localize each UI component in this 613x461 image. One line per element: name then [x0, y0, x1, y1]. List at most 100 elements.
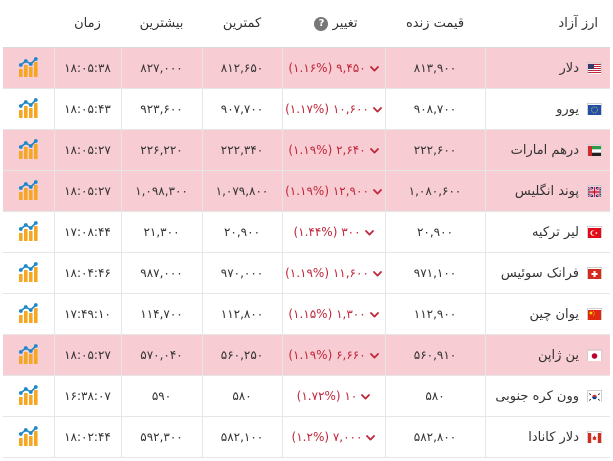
- change-cell: ۳۰۰ (۱.۴۴%): [281, 211, 385, 253]
- table-row[interactable]: درهم امارات ۲۲۲,۶۰۰ ۲,۶۴۰ (۱.۱۹%) ۲۲۲,۳۴۰ ۲۲…: [3, 129, 610, 171]
- chevron-down-icon: [364, 225, 374, 239]
- change-cell: ۱۰ (۱.۷۲%): [281, 375, 385, 417]
- table-row[interactable]: دلار کانادا ۵۸۲,۸۰۰ ۷,۰۰۰ (۱.۲%) ۵۸۲,۱۰۰ ۵۹۲…: [3, 416, 610, 458]
- table-row[interactable]: لیر ترکیه ۲۰,۹۰۰ ۳۰۰ (۱.۴۴%) ۲۰,۹۰۰ ۲۱,۳۰۰ ۱۷…: [3, 211, 610, 253]
- table-row[interactable]: پوند انگلیس ۱,۰۸۰,۶۰۰ ۱۲,۹۰۰ (۱.۱۹%) ۱,۰۷۹,…: [3, 170, 610, 212]
- low-cell: ۵۶۰,۲۵۰: [201, 334, 282, 376]
- chart-link-cell[interactable]: [3, 170, 54, 212]
- table-row[interactable]: یوان چین ۱۱۲,۹۰۰ ۱,۳۰۰ (۱.۱۵%) ۱۱۲,۸۰۰ ۱۱۴,۷…: [3, 293, 610, 335]
- chart-link-cell[interactable]: [3, 129, 54, 171]
- currency-table: ارز آزاد قیمت زنده تغییر ? کمترین بیشتری…: [3, 0, 610, 458]
- table-row[interactable]: دلار ۸۱۳,۹۰۰ ۹,۴۵۰ (۱.۱۶%) ۸۱۲,۶۵۰ ۸۲۷,۰۰۰ ۱۸…: [3, 47, 610, 89]
- header-chart: [3, 0, 54, 48]
- table-row[interactable]: ین ژاپن ۵۶۰,۹۱۰ ۶,۶۶۰ (۱.۱۹%) ۵۶۰,۲۵۰ ۵۷۰,۰۴…: [3, 334, 610, 376]
- time-cell: ۱۸:۰۵:۴۳: [53, 88, 121, 130]
- header-low[interactable]: کمترین: [202, 0, 282, 48]
- time-cell: ۱۸:۰۵:۳۸: [53, 47, 121, 89]
- change-value: ۱۰ (۱.۷۲%): [296, 388, 358, 403]
- chart-icon[interactable]: [17, 56, 40, 81]
- price-cell: ۹۰۸,۷۰۰: [384, 88, 485, 130]
- change-value: ۱۲,۹۰۰ (۱.۱۹%): [285, 183, 369, 198]
- currency-name: فرانک سوئیس: [500, 265, 579, 281]
- change-cell: ۱۱,۶۰۰ (۱.۱۹%): [281, 252, 385, 294]
- currency-name: ین ژاپن: [537, 347, 579, 363]
- time-cell: ۱۸:۰۲:۴۴: [53, 416, 121, 458]
- currency-name-cell[interactable]: فرانک سوئیس: [484, 252, 610, 294]
- chart-icon[interactable]: [17, 97, 40, 122]
- header-change[interactable]: تغییر ?: [282, 0, 385, 48]
- high-cell: ۸۲۷,۰۰۰: [120, 47, 202, 89]
- price-cell: ۵۸۰: [384, 375, 485, 417]
- currency-name-cell[interactable]: دلار: [484, 47, 610, 89]
- table-row[interactable]: یورو ۹۰۸,۷۰۰ ۱۰,۶۰۰ (۱.۱۷%) ۹۰۷,۷۰۰ ۹۲۳,۶۰۰ ۱…: [3, 88, 610, 130]
- currency-name-cell[interactable]: لیر ترکیه: [484, 211, 610, 253]
- chart-link-cell[interactable]: [3, 47, 54, 89]
- currency-name: درهم امارات: [510, 142, 579, 158]
- low-cell: ۲۲۲,۳۴۰: [201, 129, 282, 171]
- change-cell: ۹,۴۵۰ (۱.۱۶%): [281, 47, 385, 89]
- currency-name-cell[interactable]: پوند انگلیس: [484, 170, 610, 212]
- chevron-down-icon: [372, 102, 382, 116]
- chart-icon[interactable]: [17, 138, 40, 163]
- table-row[interactable]: وون کره جنوبی ۵۸۰ ۱۰ (۱.۷۲%) ۵۸۰ ۵۹۰ ۱۶:۳۸:۰۷: [3, 375, 610, 417]
- time-cell: ۱۷:۰۸:۴۴: [53, 211, 121, 253]
- price-cell: ۹۷۱,۱۰۰: [384, 252, 485, 294]
- chart-icon[interactable]: [17, 261, 40, 286]
- high-cell: ۲۲۶,۲۲۰: [120, 129, 202, 171]
- price-cell: ۵۸۲,۸۰۰: [384, 416, 485, 458]
- chart-icon[interactable]: [17, 384, 40, 409]
- table-row[interactable]: فرانک سوئیس ۹۷۱,۱۰۰ ۱۱,۶۰۰ (۱.۱۹%) ۹۷۰,۰۰۰ ۹…: [3, 252, 610, 294]
- chart-icon[interactable]: [17, 302, 40, 327]
- header-name[interactable]: ارز آزاد: [485, 0, 610, 48]
- chevron-down-icon: [369, 307, 379, 321]
- low-cell: ۹۷۰,۰۰۰: [201, 252, 282, 294]
- chevron-down-icon: [369, 61, 379, 75]
- flag-ch-icon: [587, 267, 602, 279]
- high-cell: ۵۷۰,۰۴۰: [120, 334, 202, 376]
- flag-kr-icon: [587, 390, 602, 402]
- time-cell: ۱۸:۰۴:۴۶: [53, 252, 121, 294]
- high-cell: ۹۲۳,۶۰۰: [120, 88, 202, 130]
- flag-tr-icon: [587, 226, 602, 238]
- change-cell: ۱۰,۶۰۰ (۱.۱۷%): [281, 88, 385, 130]
- chart-link-cell[interactable]: [3, 252, 54, 294]
- currency-name-cell[interactable]: وون کره جنوبی: [484, 375, 610, 417]
- flag-us-icon: [587, 62, 602, 74]
- currency-name-cell[interactable]: ین ژاپن: [484, 334, 610, 376]
- low-cell: ۱,۰۷۹,۸۰۰: [201, 170, 282, 212]
- chart-link-cell[interactable]: [3, 416, 54, 458]
- flag-gb-icon: [587, 185, 602, 198]
- low-cell: ۹۰۷,۷۰۰: [201, 88, 282, 130]
- chart-link-cell[interactable]: [3, 334, 54, 376]
- header-time[interactable]: زمان: [54, 0, 121, 48]
- low-cell: ۵۸۰: [201, 375, 282, 417]
- flag-cn-icon: [587, 308, 602, 320]
- change-value: ۲,۶۴۰ (۱.۱۹%): [288, 142, 366, 157]
- header-high[interactable]: بیشترین: [121, 0, 202, 48]
- currency-name-cell[interactable]: دلار کانادا: [484, 416, 610, 458]
- help-icon[interactable]: ?: [314, 16, 329, 31]
- chart-link-cell[interactable]: [3, 375, 54, 417]
- change-value: ۷,۰۰۰ (۱.۲%): [291, 429, 363, 444]
- chart-icon[interactable]: [17, 343, 40, 368]
- change-cell: ۷,۰۰۰ (۱.۲%): [281, 416, 385, 458]
- currency-name-cell[interactable]: یورو: [484, 88, 610, 130]
- currency-name-cell[interactable]: یوان چین: [484, 293, 610, 335]
- currency-name: پوند انگلیس: [514, 183, 579, 199]
- header-price[interactable]: قیمت زنده: [385, 0, 485, 48]
- chart-icon[interactable]: [17, 425, 40, 450]
- currency-name: لیر ترکیه: [531, 224, 579, 240]
- currency-name-cell[interactable]: درهم امارات: [484, 129, 610, 171]
- price-cell: ۱,۰۸۰,۶۰۰: [384, 170, 485, 212]
- high-cell: ۱,۰۹۸,۳۰۰: [120, 170, 202, 212]
- time-cell: ۱۶:۳۸:۰۷: [53, 375, 121, 417]
- chart-icon[interactable]: [17, 220, 40, 245]
- chart-link-cell[interactable]: [3, 88, 54, 130]
- currency-name: وون کره جنوبی: [495, 388, 579, 404]
- change-value: ۳۰۰ (۱.۴۴%): [293, 224, 361, 239]
- low-cell: ۸۱۲,۶۵۰: [201, 47, 282, 89]
- chart-icon[interactable]: [17, 179, 40, 204]
- chart-link-cell[interactable]: [3, 293, 54, 335]
- chart-link-cell[interactable]: [3, 211, 54, 253]
- change-value: ۹,۴۵۰ (۱.۱۶%): [288, 60, 366, 75]
